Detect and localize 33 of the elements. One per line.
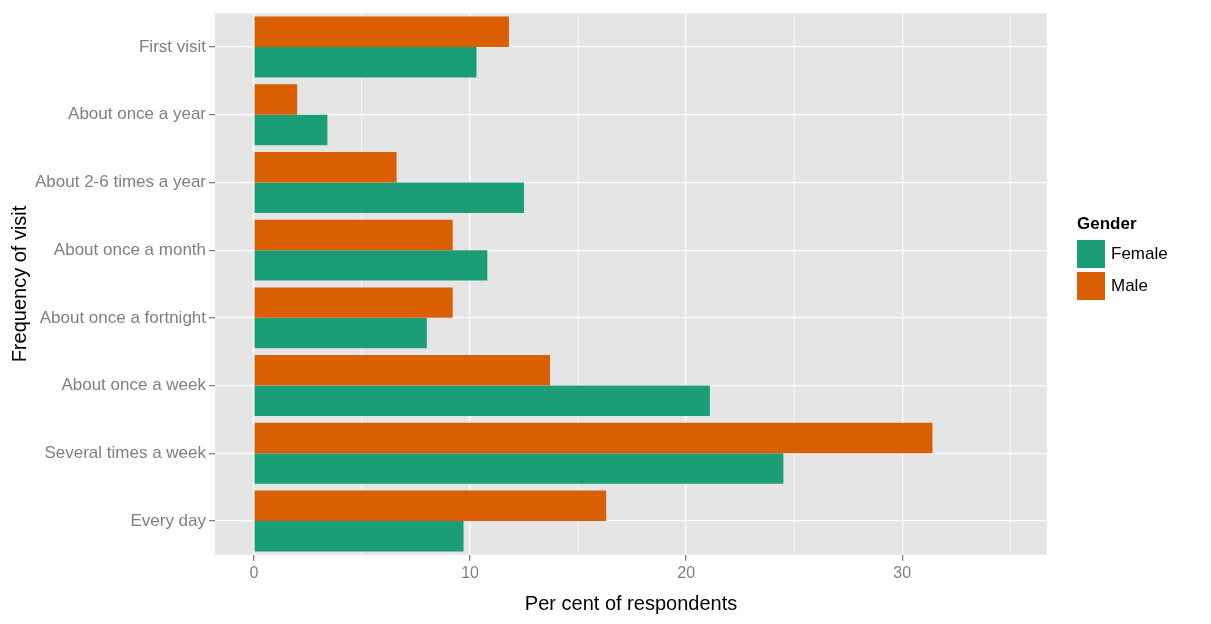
y-tick-label: Several times a week <box>44 442 207 462</box>
bar <box>254 355 550 386</box>
x-tick-label: 20 <box>677 563 696 581</box>
bar <box>254 490 607 521</box>
bar <box>254 151 397 183</box>
bar <box>254 114 328 146</box>
y-tick-label: About once a year <box>68 104 207 124</box>
x-tick-label: 30 <box>893 563 912 581</box>
bar <box>254 520 464 552</box>
y-tick-label: Every day <box>130 510 207 530</box>
bar <box>254 317 427 349</box>
y-tick-label: First visit <box>138 36 207 56</box>
legend-label: Female <box>1111 244 1168 264</box>
x-tick-label: 10 <box>461 563 480 581</box>
x-axis-title: Per cent of respondents <box>524 591 738 614</box>
bar <box>254 250 488 281</box>
bar <box>254 422 933 454</box>
y-tick-label: About once a month <box>53 239 207 259</box>
y-axis-title: Frequency of visit <box>7 205 30 363</box>
x-tick-label: 0 <box>249 563 259 581</box>
y-tick-label: About once a week <box>61 375 207 395</box>
bar <box>254 16 509 48</box>
bar <box>254 453 784 484</box>
legend-title: Gender <box>1077 214 1138 234</box>
bar <box>254 182 525 213</box>
bar <box>254 47 477 78</box>
legend-label: Male <box>1111 276 1148 296</box>
bar <box>254 385 710 417</box>
bar <box>254 84 298 115</box>
y-tick-label: About once a fortnight <box>39 307 207 327</box>
bar <box>254 219 453 251</box>
bar <box>254 287 453 318</box>
y-tick-label: About 2-6 times a year <box>35 172 207 192</box>
